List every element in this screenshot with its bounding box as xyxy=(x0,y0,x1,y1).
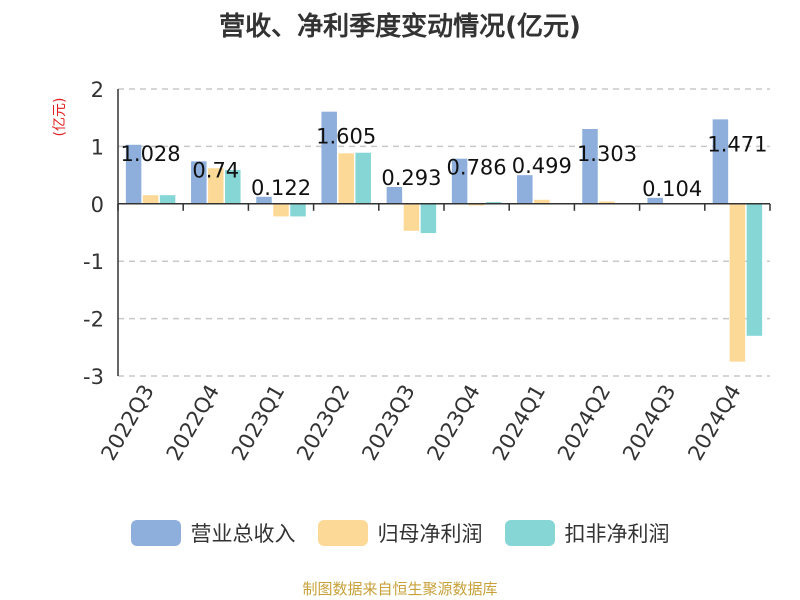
data-label: 0.786 xyxy=(447,156,507,180)
bar-3-2023Q3 xyxy=(420,203,437,234)
x-tick-label: 2023Q1 xyxy=(227,381,289,465)
bar-2-2023Q1 xyxy=(273,203,289,217)
data-label: 0.74 xyxy=(192,158,239,182)
x-tick-label: 2024Q2 xyxy=(553,381,615,465)
bar-1-2023Q2 xyxy=(321,111,337,204)
bar-2-2022Q4 xyxy=(208,168,224,204)
bar-3-2022Q4 xyxy=(225,169,241,204)
bar-1-2024Q3 xyxy=(647,197,663,204)
x-tick-label: 2023Q3 xyxy=(357,381,419,465)
bar-1-2022Q3 xyxy=(125,144,142,204)
data-label: 0.122 xyxy=(251,176,311,200)
y-axis-label: (亿元) xyxy=(52,98,68,137)
x-tick-label: 2024Q3 xyxy=(618,381,680,465)
y-tick-label: 1 xyxy=(91,135,104,159)
legend-item-revenue[interactable]: 营业总收入 xyxy=(130,518,296,548)
bar-2-2022Q3 xyxy=(142,195,159,204)
legend-label-deducted-profit: 扣非净利润 xyxy=(564,522,670,546)
y-tick-label: -2 xyxy=(83,308,104,332)
bar-1-2023Q3 xyxy=(386,186,403,204)
data-label: 0.104 xyxy=(642,177,702,201)
y-tick-label: -1 xyxy=(83,250,104,274)
legend-swatch-net-profit xyxy=(317,520,368,546)
bar-3-2024Q4 xyxy=(746,203,763,336)
bar-2-2024Q4 xyxy=(729,203,746,362)
x-tick-label: 2024Q4 xyxy=(683,381,745,465)
bar-1-2023Q4 xyxy=(451,158,468,204)
legend-label-revenue: 营业总收入 xyxy=(190,522,296,546)
legend-label-net-profit: 归母净利润 xyxy=(377,522,483,546)
bar-1-2022Q4 xyxy=(191,161,207,204)
data-label: 0.293 xyxy=(381,166,441,190)
source-note: 制图数据来自恒生聚源数据库 xyxy=(302,580,498,598)
bar-3-2023Q4 xyxy=(485,202,502,204)
legend-item-net-profit[interactable]: 归母净利润 xyxy=(317,518,483,548)
legend-swatch-deducted-profit xyxy=(504,520,555,546)
data-label: 1.028 xyxy=(121,142,181,166)
y-tick-label: 0 xyxy=(91,193,104,217)
data-label: 1.471 xyxy=(707,132,767,156)
bar-3-2023Q2 xyxy=(355,152,371,204)
x-tick-label: 2022Q4 xyxy=(162,381,224,465)
bar-2-2024Q2 xyxy=(599,201,615,204)
x-tick-label: 2022Q3 xyxy=(96,381,158,465)
data-label: 1.303 xyxy=(577,142,637,166)
legend-swatch-revenue xyxy=(130,520,181,546)
bar-2-2024Q1 xyxy=(534,199,550,204)
data-label: 1.605 xyxy=(316,125,376,149)
bar-2-2023Q3 xyxy=(403,203,420,231)
x-tick-label: 2023Q2 xyxy=(292,381,354,465)
x-tick-label: 2023Q4 xyxy=(422,381,484,465)
y-tick-label: -3 xyxy=(83,365,104,389)
bar-1-2024Q2 xyxy=(582,129,598,204)
bar-2-2023Q4 xyxy=(468,203,485,206)
data-label: 0.499 xyxy=(512,154,572,178)
bar-1-2024Q4 xyxy=(712,119,729,204)
bar-3-2023Q1 xyxy=(290,203,306,217)
x-tick-label: 2024Q1 xyxy=(488,381,550,465)
legend-item-deducted-profit[interactable]: 扣非净利润 xyxy=(504,518,670,548)
bar-3-2022Q3 xyxy=(159,195,176,204)
bar-2-2023Q2 xyxy=(338,153,354,204)
legend: 营业总收入 归母净利润 扣非净利润 xyxy=(0,518,800,548)
bar-1-2024Q1 xyxy=(517,175,533,204)
bar-1-2023Q1 xyxy=(256,196,272,204)
y-tick-label: 2 xyxy=(91,78,104,102)
chart-title: 营收、净利季度变动情况(亿元) xyxy=(219,12,581,42)
